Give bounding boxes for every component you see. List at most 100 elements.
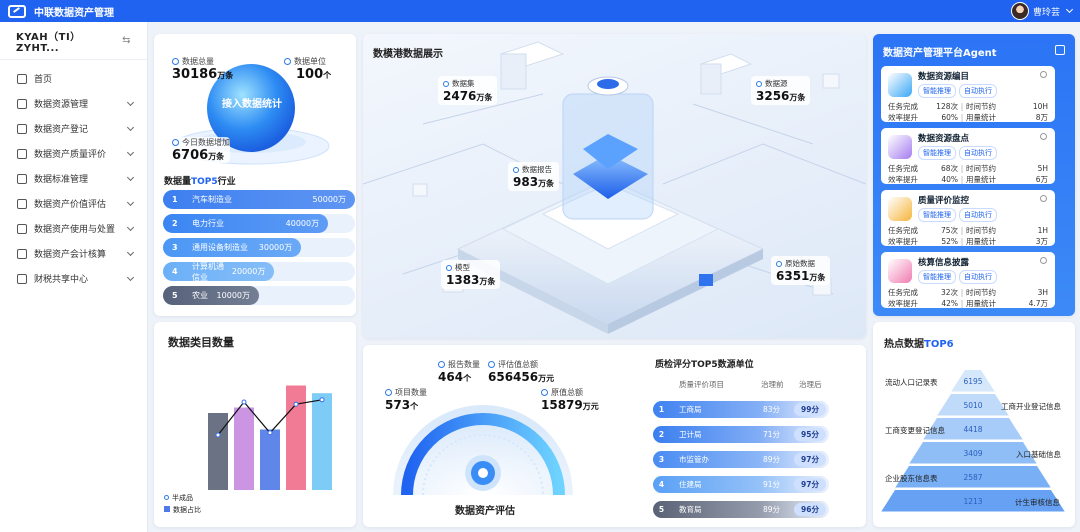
industry-row[interactable]: 3 通用设备制造业 30000万 <box>163 238 355 257</box>
agent-stat-saved: 时间节约 <box>966 102 996 111</box>
pin-icon[interactable] <box>1040 71 1047 78</box>
chevron-down-icon[interactable] <box>126 223 135 231</box>
agent-item-header: 数据资源盘点 <box>918 132 1048 144</box>
industry-row[interactable]: 1 汽车制造业 50000万 <box>163 190 355 209</box>
agent-item[interactable]: 核算信息披露 智能推理 自动执行 任务完成 32次 | 时间节约 3H 效率提升 42% | 用量统计… <box>881 252 1055 308</box>
hot-data-value: 2587 <box>963 473 983 482</box>
hot-data-name: 企业股东信息表 <box>885 474 938 483</box>
quality-header-before: 治理前 <box>761 380 784 389</box>
user-menu[interactable]: 曹玲芸 <box>1010 2 1074 20</box>
tag-reasoning: 智能推理 <box>918 208 956 222</box>
agent-stat-amt: 6万 <box>1035 175 1048 184</box>
port-label-title: 数据源 <box>756 78 805 89</box>
quality-unit-name: 市监管办 <box>679 455 709 464</box>
chevron-down-icon[interactable] <box>126 248 135 256</box>
quality-unit-name: 卫计局 <box>679 430 702 439</box>
divider: | <box>960 237 964 246</box>
port-display-card: 数模港数据展示 数据集 2476万条 数据源 3256万条 数据报告 983万条 模型 138… <box>363 34 866 338</box>
agent-stat-time: 1H <box>1037 226 1048 235</box>
industry-row[interactable]: 2 电力行业 40000万 <box>163 214 355 233</box>
agent-stat-time: 5H <box>1037 164 1048 173</box>
category-bar <box>234 407 254 490</box>
industry-name: 计算机通信业 <box>192 261 224 282</box>
stat-total-label: 数据总量 <box>172 56 233 67</box>
agent-item[interactable]: 质量评价监控 智能推理 自动执行 任务完成 75次 | 时间节约 1H 效率提升 52% | 用量统计… <box>881 190 1055 246</box>
stat-total-value: 30186 <box>172 67 218 82</box>
pyramid-layer <box>895 466 1051 488</box>
chevron-down-icon[interactable] <box>126 173 135 181</box>
industry-rank: 3 <box>172 243 178 252</box>
quality-row[interactable]: 3 市监管办 89分 97分 <box>653 451 829 468</box>
center-label: 接入数据统计 <box>222 99 282 110</box>
sidebar-item-label: 数据资产使用与处置 <box>34 225 116 235</box>
pin-icon[interactable] <box>1040 195 1047 202</box>
port-label-number: 1383 <box>446 273 480 287</box>
valuation-stat: 报告数量 464个 <box>438 359 480 384</box>
sidebar-item[interactable]: 数据资源管理 <box>0 91 147 116</box>
hot-data-value: 6195 <box>963 377 983 386</box>
port-label-number: 2476 <box>443 89 477 103</box>
agent-item-header: 核算信息披露 <box>918 256 1048 268</box>
agent-item-title: 数据资源编目 <box>918 72 970 82</box>
nav-item-icon <box>17 198 27 209</box>
hot-data-title-a: 热点数据 <box>884 339 924 350</box>
quality-before: 71分 <box>762 430 780 439</box>
quality-rank: 5 <box>658 505 665 514</box>
agent-stat-cost: 用量统计 <box>966 299 996 308</box>
agent-item-stats: 任务完成 32次 | 时间节约 3H 效率提升 42% | 用量统计 4.7万 <box>888 287 1048 309</box>
sidebar-item[interactable]: 数据资产会计核算 <box>0 241 147 266</box>
quality-row[interactable]: 1 工商局 83分 99分 <box>653 401 829 418</box>
quality-unit-name: 工商局 <box>679 405 702 414</box>
agent-item[interactable]: 数据资源盘点 智能推理 自动执行 任务完成 68次 | 时间节约 5H 效率提升 40% | 用量统计… <box>881 128 1055 184</box>
hot-data-value: 5010 <box>963 401 983 410</box>
sidebar: KYAH（TI）ZYHT... ⇆ 首页 数据资源管理 数据资产登记 数据资产质量评价… <box>0 22 148 532</box>
quality-before: 89分 <box>762 455 780 464</box>
pin-icon[interactable] <box>1040 133 1047 140</box>
industry-row[interactable]: 4 计算机通信业 20000万 <box>163 261 355 282</box>
chevron-down-icon[interactable] <box>126 273 135 281</box>
quality-after: 95分 <box>794 428 826 441</box>
hot-data-name: 计生审核信息 <box>1015 498 1060 507</box>
categories-card: 数据类目数量 半成品 数据占比 <box>154 322 356 527</box>
top5-title-hl: TOP5 <box>191 177 218 187</box>
industry-row[interactable]: 5 农业 10000万 <box>163 286 355 305</box>
port-label: 数据报告 983万条 <box>508 162 560 191</box>
sidebar-item[interactable]: 数据资产使用与处置 <box>0 216 147 241</box>
panel-toggle-icon[interactable] <box>1055 45 1065 55</box>
agent-item-tags: 智能推理 自动执行 <box>918 84 1048 98</box>
industry-value: 10000万 <box>216 291 250 300</box>
access-stats-card: 接入数据统计 数据总量 30186万条 数据单位 100个 今日数据增加 670… <box>154 34 356 316</box>
tag-reasoning: 智能推理 <box>918 270 956 284</box>
valuation-stat-label: 原值总额 <box>541 387 599 398</box>
quality-header-after: 治理后 <box>799 380 822 389</box>
sidebar-item[interactable]: 财税共享中心 <box>0 266 147 291</box>
sidebar-item[interactable]: 首页 <box>0 66 147 91</box>
quality-row[interactable]: 5 教育局 89分 96分 <box>653 501 829 518</box>
agent-stat-pct: 42% <box>941 299 958 308</box>
valuation-stat-unit: 个 <box>410 402 419 411</box>
sidebar-header: KYAH（TI）ZYHT... ⇆ <box>0 22 147 60</box>
chevron-down-icon[interactable] <box>126 198 135 206</box>
chevron-down-icon[interactable] <box>126 148 135 156</box>
hot-data-name: 入口基础信息 <box>1016 450 1061 459</box>
quality-after: 96分 <box>794 503 826 516</box>
valuation-stat: 项目数量 573个 <box>385 387 427 412</box>
tag-auto: 自动执行 <box>959 84 997 98</box>
agent-item[interactable]: 数据资源编目 智能推理 自动执行 任务完成 128次 | 时间节约 10H 效率提升 60% | 用量… <box>881 66 1055 122</box>
sidebar-item[interactable]: 数据资产登记 <box>0 116 147 141</box>
stat-total-unit: 万条 <box>217 71 234 80</box>
chevron-down-icon[interactable] <box>126 98 135 106</box>
agent-stat-saved: 时间节约 <box>966 164 996 173</box>
chevron-down-icon[interactable] <box>126 123 135 131</box>
collapse-icon[interactable]: ⇆ <box>122 35 131 46</box>
valuation-stat: 评估值总额 656456万元 <box>488 359 554 384</box>
port-label: 模型 1383万条 <box>441 260 501 289</box>
pin-icon[interactable] <box>1040 257 1047 264</box>
quality-row[interactable]: 2 卫计局 71分 95分 <box>653 426 829 443</box>
sidebar-item[interactable]: 数据资产质量评价 <box>0 141 147 166</box>
sidebar-item[interactable]: 数据标准管理 <box>0 166 147 191</box>
quality-row[interactable]: 4 住建局 91分 97分 <box>653 476 829 493</box>
sidebar-item[interactable]: 数据资产价值评估 <box>0 191 147 216</box>
agent-stat-count: 75次 <box>940 226 958 235</box>
valuation-stat-unit: 万元 <box>582 402 599 411</box>
